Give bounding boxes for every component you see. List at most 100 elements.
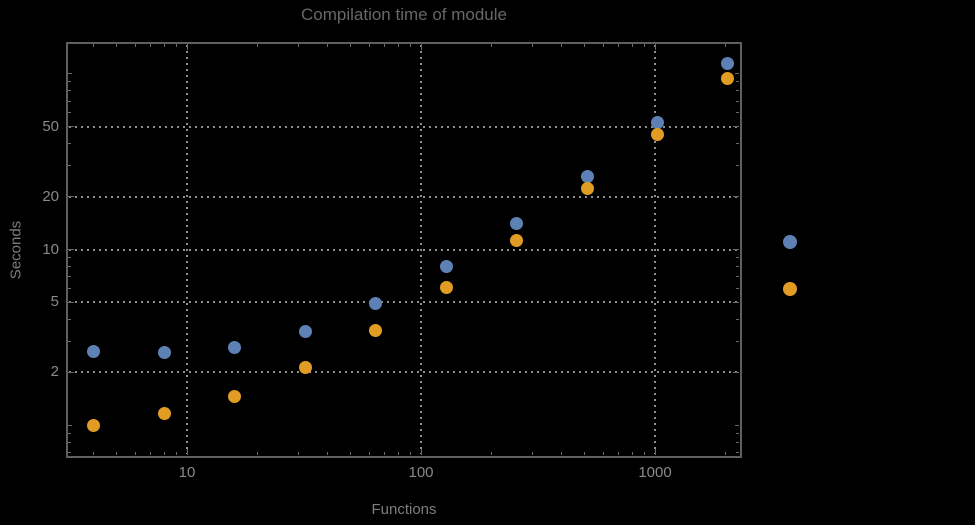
tick-mark (256, 44, 258, 47)
tick-mark (409, 44, 411, 47)
tick-mark (68, 287, 71, 289)
x-tick-label: 100 (408, 464, 434, 481)
data-point (228, 389, 242, 403)
tick-mark (150, 44, 152, 47)
tick-mark (561, 452, 563, 455)
data-point (369, 323, 383, 337)
plot-frame (66, 42, 742, 458)
tick-mark (736, 441, 739, 443)
tick-mark (384, 44, 386, 47)
tick-mark (420, 44, 422, 50)
gridline-y (69, 195, 738, 198)
tick-mark (490, 452, 492, 455)
tick-mark (175, 44, 177, 47)
data-point (157, 345, 171, 359)
tick-mark (298, 44, 300, 47)
tick-mark (733, 371, 739, 373)
tick-mark (68, 196, 74, 198)
tick-mark (68, 441, 71, 443)
data-point (650, 116, 664, 130)
tick-mark (736, 165, 739, 167)
tick-mark (68, 301, 74, 303)
tick-mark (68, 90, 71, 92)
data-point (157, 406, 171, 420)
gridline-y (69, 301, 738, 304)
tick-mark (134, 44, 136, 47)
legend-marker-series-1 (783, 235, 797, 249)
tick-mark (736, 112, 739, 114)
tick-mark (68, 73, 72, 75)
data-point (298, 360, 312, 374)
tick-mark (733, 249, 739, 251)
tick-mark (68, 126, 74, 128)
tick-mark (561, 44, 563, 47)
tick-mark (68, 424, 72, 426)
tick-mark (186, 44, 188, 50)
data-point (87, 419, 101, 433)
data-point (650, 128, 664, 142)
data-point (721, 72, 735, 86)
tick-mark (350, 452, 352, 455)
x-axis-label: Functions (371, 501, 437, 518)
tick-mark (631, 452, 633, 455)
tick-mark (643, 44, 645, 47)
data-point (369, 296, 383, 310)
data-point (439, 260, 453, 274)
tick-mark (618, 44, 620, 47)
tick-mark (116, 44, 118, 47)
tick-mark (384, 452, 386, 455)
tick-mark (68, 257, 71, 259)
tick-mark (618, 452, 620, 455)
tick-mark (134, 452, 136, 455)
gridline-y (69, 248, 738, 251)
tick-mark (724, 44, 726, 47)
data-point (298, 324, 312, 338)
data-point (439, 280, 453, 294)
tick-mark (116, 452, 118, 455)
tick-mark (68, 432, 71, 434)
tick-mark (68, 143, 71, 145)
tick-mark (733, 301, 739, 303)
tick-mark (736, 90, 739, 92)
tick-mark (298, 452, 300, 455)
tick-mark (175, 452, 177, 455)
tick-mark (602, 44, 604, 47)
gridline-y (69, 371, 738, 374)
tick-mark (327, 452, 329, 455)
tick-mark (68, 276, 71, 278)
tick-mark (736, 451, 739, 453)
tick-mark (163, 44, 165, 47)
tick-mark (93, 44, 95, 47)
legend-marker-series-2 (783, 282, 797, 296)
tick-mark (584, 44, 586, 47)
tick-mark (93, 452, 95, 455)
tick-mark (68, 340, 71, 342)
tick-mark (733, 196, 739, 198)
x-tick-label: 10 (178, 464, 196, 481)
tick-mark (735, 424, 739, 426)
data-point (510, 233, 524, 247)
y-tick-label: 5 (50, 293, 59, 311)
tick-mark (736, 266, 739, 268)
chart-title: Compilation time of module (301, 5, 507, 24)
x-tick-label: 1000 (638, 464, 672, 481)
tick-mark (735, 73, 739, 75)
tick-mark (68, 112, 71, 114)
tick-mark (327, 44, 329, 47)
tick-mark (736, 287, 739, 289)
tick-mark (736, 81, 739, 83)
tick-mark (631, 44, 633, 47)
tick-mark (532, 452, 534, 455)
tick-mark (736, 432, 739, 434)
tick-mark (68, 318, 71, 320)
tick-mark (643, 452, 645, 455)
tick-mark (68, 100, 71, 102)
tick-mark (420, 449, 422, 455)
tick-mark (736, 340, 739, 342)
tick-mark (736, 143, 739, 145)
tick-mark (68, 165, 71, 167)
tick-mark (736, 100, 739, 102)
tick-mark (68, 266, 71, 268)
tick-mark (397, 452, 399, 455)
